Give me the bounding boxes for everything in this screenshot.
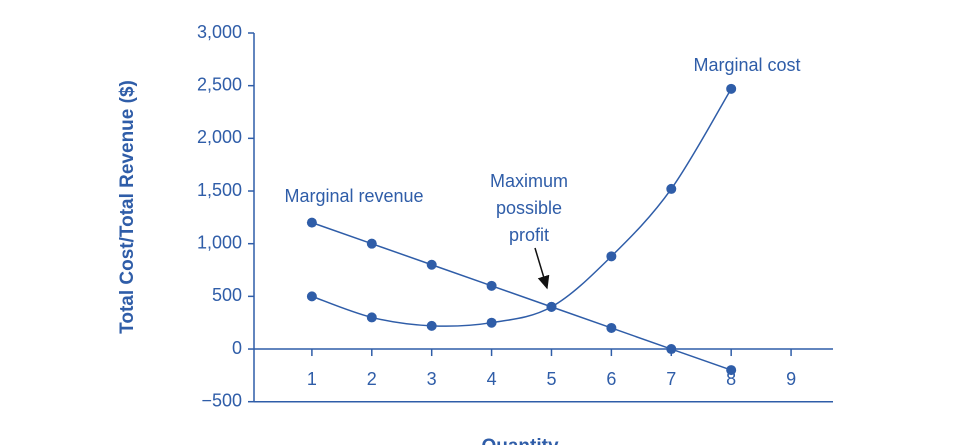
y-tick-label: 3,000	[197, 22, 242, 42]
x-tick-label: 1	[307, 369, 317, 389]
data-point	[306, 217, 317, 228]
series-label: Marginal cost	[693, 55, 800, 75]
x-tick-label: 5	[546, 369, 556, 389]
y-tick-label: 1,500	[197, 180, 242, 200]
x-tick-label: 3	[427, 369, 437, 389]
series-label: Marginal revenue	[284, 186, 423, 206]
data-point	[726, 365, 737, 376]
data-point	[666, 183, 677, 194]
data-point	[366, 238, 377, 249]
data-point	[366, 312, 377, 323]
y-tick-label: 500	[212, 285, 242, 305]
x-tick-label: 4	[487, 369, 497, 389]
x-axis-label: Quantity	[481, 436, 558, 445]
data-point	[486, 280, 497, 291]
data-point	[666, 344, 677, 355]
x-tick-label: 9	[786, 369, 796, 389]
data-point	[606, 251, 617, 262]
data-point	[486, 317, 497, 328]
data-point	[306, 291, 317, 302]
y-tick-label: 2,000	[197, 127, 242, 147]
data-point	[726, 83, 737, 94]
data-point	[546, 301, 557, 312]
x-tick-label: 8	[726, 369, 736, 389]
x-tick-label: 2	[367, 369, 377, 389]
y-tick-label: 0	[232, 338, 242, 358]
annotation-arrow	[534, 247, 550, 290]
annotation-line: possible	[496, 198, 562, 218]
y-axis-label: Total Cost/Total Revenue ($)	[117, 80, 138, 334]
data-point	[606, 322, 617, 333]
y-tick-label: 1,000	[197, 232, 242, 252]
data-point	[426, 320, 437, 331]
data-point	[426, 259, 437, 270]
y-tick-label: −500	[201, 390, 242, 410]
x-tick-label: 6	[606, 369, 616, 389]
y-tick-label: 2,500	[197, 74, 242, 94]
series-line	[311, 221, 732, 371]
x-tick-label: 7	[666, 369, 676, 389]
annotation-line: Maximum	[490, 171, 568, 191]
annotation-line: profit	[509, 225, 549, 245]
